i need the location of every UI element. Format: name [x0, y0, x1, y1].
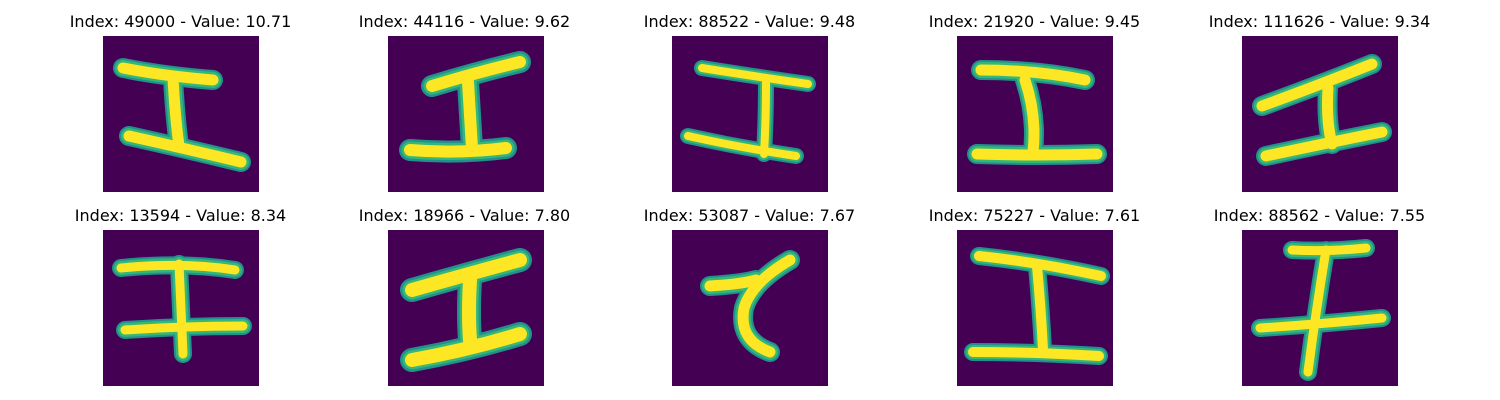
digit-image — [672, 230, 828, 386]
glyph-drawing — [1251, 239, 1391, 381]
glyph-drawing — [400, 248, 532, 372]
panel-title: Index: 75227 - Value: 7.61 — [928, 206, 1141, 225]
panel-title: Index: 49000 - Value: 10.71 — [69, 12, 292, 31]
glyph-drawing — [967, 60, 1107, 165]
panel-title: Index: 21920 - Value: 9.45 — [928, 12, 1141, 31]
panel-title: Index: 88562 - Value: 7.55 — [1213, 206, 1426, 225]
glyph-drawing — [964, 247, 1110, 365]
glyph-drawing — [399, 51, 531, 163]
panel-title: Index: 13594 - Value: 8.34 — [74, 206, 287, 225]
panel-title: Index: 88522 - Value: 9.48 — [643, 12, 856, 31]
digit-image — [388, 36, 544, 192]
digit-image — [1242, 230, 1398, 386]
digit-image — [103, 230, 259, 386]
glyph-drawing — [1252, 54, 1392, 166]
panel-title: Index: 53087 - Value: 7.67 — [643, 206, 856, 225]
panel-title: Index: 44116 - Value: 9.62 — [358, 12, 571, 31]
glyph-drawing — [113, 58, 251, 172]
digit-image — [957, 230, 1113, 386]
glyph-drawing — [680, 60, 816, 164]
panel-title: Index: 18966 - Value: 7.80 — [358, 206, 571, 225]
digit-image — [672, 36, 828, 192]
digit-image — [957, 36, 1113, 192]
glyph-drawing — [112, 255, 252, 363]
panel-title: Index: 111626 - Value: 9.34 — [1208, 12, 1431, 31]
digit-image — [388, 230, 544, 386]
digit-image — [103, 36, 259, 192]
digit-image — [1242, 36, 1398, 192]
glyph-drawing — [700, 250, 800, 362]
